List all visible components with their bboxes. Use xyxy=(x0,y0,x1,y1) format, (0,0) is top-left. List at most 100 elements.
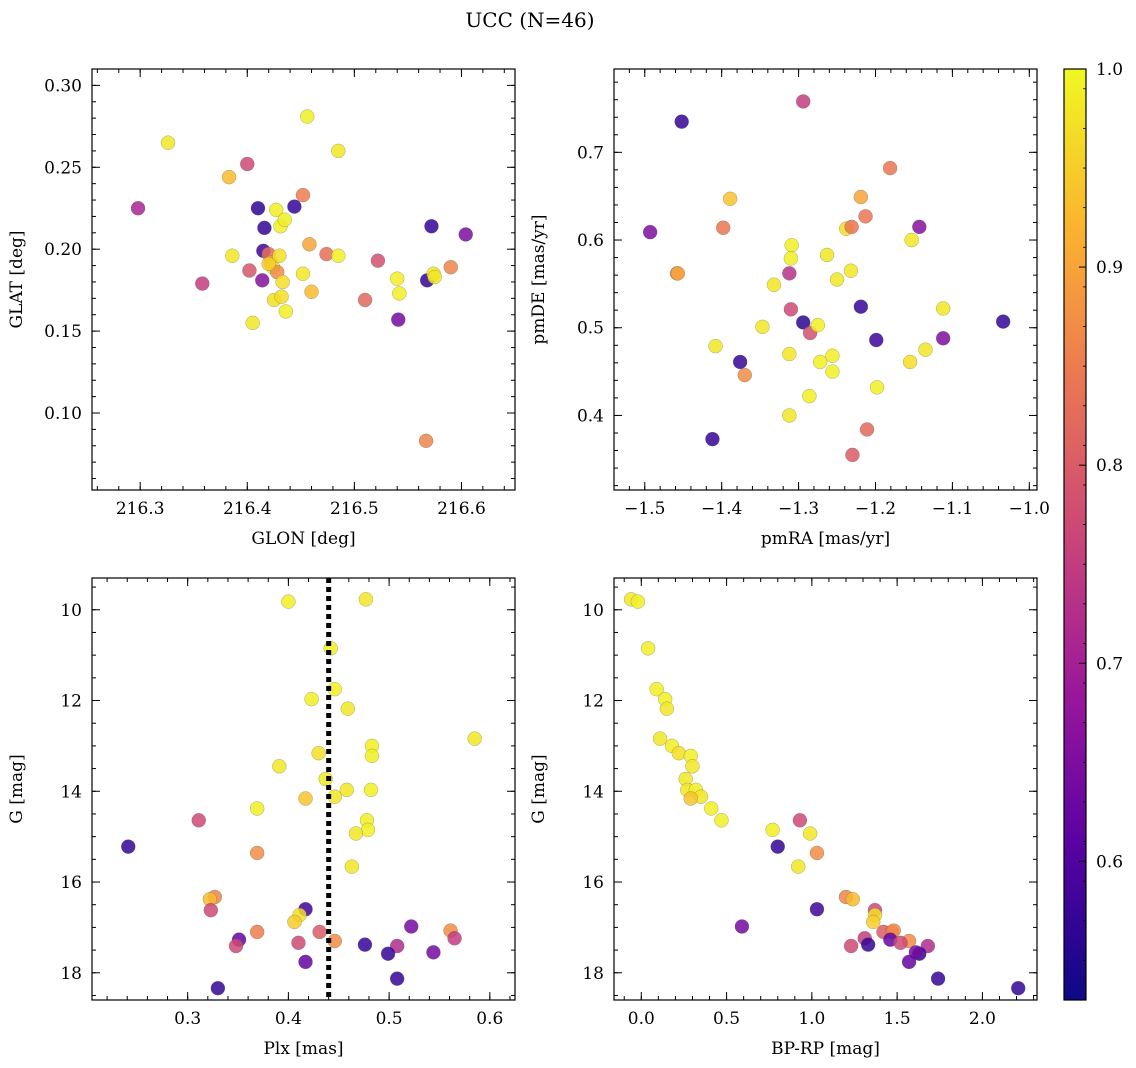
scatter-point xyxy=(287,914,302,930)
scatter-point xyxy=(295,266,311,281)
scatter-point xyxy=(242,263,257,278)
x-tick-label: −1.4 xyxy=(701,499,742,519)
panel-pmra-pmde: −1.5 −1.4 −1.3 −1.2 −1.1 −1.0 0.4 0.5 0.6 0.7 pmRA… xyxy=(529,68,1050,549)
scatter-point xyxy=(858,209,873,224)
scatter-point xyxy=(277,212,292,227)
scatter-point xyxy=(418,433,434,449)
scatter-point xyxy=(795,315,811,330)
y-axis-label: G [mag] xyxy=(7,754,27,823)
y-tick-label: 10 xyxy=(582,601,604,621)
scatter-point xyxy=(390,271,405,286)
y-axis-label: G [mag] xyxy=(529,754,549,823)
scatter-point xyxy=(918,342,933,357)
scatter-point xyxy=(784,238,799,253)
scatter-point xyxy=(901,954,917,970)
scatter-point xyxy=(304,284,319,299)
scatter-point xyxy=(708,338,723,354)
scatter-point xyxy=(281,594,296,609)
scatter-point xyxy=(844,219,859,235)
scatter-point xyxy=(249,845,265,861)
scatter-point xyxy=(195,276,210,291)
scatter-point xyxy=(795,94,811,109)
scatter-point xyxy=(935,301,951,316)
scatter-point xyxy=(930,971,946,986)
scatter-point xyxy=(783,302,799,317)
colorbar-tick-label: 0.6 xyxy=(1096,852,1123,872)
y-tick-label: 18 xyxy=(582,964,604,984)
x-axis-label: GLON [deg] xyxy=(251,529,355,549)
x-tick-label: 0.0 xyxy=(628,1009,655,1029)
ticks xyxy=(614,578,1037,1000)
scatter-point xyxy=(902,354,918,370)
scatter-point xyxy=(630,594,646,609)
scatter-point xyxy=(782,408,797,423)
scatter-point xyxy=(893,935,908,951)
y-tick-label: 12 xyxy=(582,692,604,712)
x-tick-label: 0.5 xyxy=(376,1009,403,1029)
scatter-point xyxy=(670,266,686,281)
scatter-point xyxy=(782,266,797,281)
scatter-point xyxy=(210,981,226,996)
scatter-point xyxy=(640,641,656,656)
ticks xyxy=(92,68,515,490)
scatter-point xyxy=(225,248,240,263)
scatter-point xyxy=(732,354,748,370)
x-tick-label: −1.5 xyxy=(624,499,665,519)
scatter-point xyxy=(249,924,265,940)
scatter-point xyxy=(363,782,379,798)
y-tick-label: 0.10 xyxy=(44,404,82,424)
scatter-point xyxy=(845,892,860,907)
scatter-point xyxy=(458,227,473,242)
scatter-point xyxy=(843,938,859,954)
scatter-point xyxy=(274,289,289,304)
scatter-point xyxy=(287,199,302,214)
x-tick-label: 216.6 xyxy=(437,499,486,519)
y-tick-label: 16 xyxy=(582,873,604,893)
scatter-point xyxy=(331,248,346,263)
ticks xyxy=(92,578,515,1000)
scatter-point xyxy=(755,319,770,335)
axes-frame xyxy=(91,68,516,491)
y-tick-label: 0.30 xyxy=(44,76,82,96)
colorbar-tick-label: 1.0 xyxy=(1096,60,1123,80)
scatter-point xyxy=(652,731,668,746)
scatter-point xyxy=(783,251,799,266)
scatter-point xyxy=(203,902,219,918)
scatter-point xyxy=(312,924,327,940)
scatter-points xyxy=(642,94,1011,463)
scatter-point xyxy=(1011,981,1026,996)
scatter-points xyxy=(130,109,473,449)
x-tick-label: −1.3 xyxy=(778,499,819,519)
scatter-point xyxy=(348,826,364,841)
colorbar-tick-label: 0.9 xyxy=(1096,258,1123,278)
scatter-point xyxy=(304,691,319,707)
y-tick-label: 10 xyxy=(60,601,82,621)
scatter-point xyxy=(295,187,311,203)
y-tick-label: 16 xyxy=(60,873,82,893)
scatter-point xyxy=(358,592,374,607)
colorbar-gradient xyxy=(1063,68,1087,1001)
scatter-point xyxy=(443,260,458,275)
axes-frame xyxy=(91,577,516,1001)
panel-plx-g: 0.3 0.4 0.5 0.6 10 12 14 16 18 Plx [mas] G [mag] xyxy=(7,577,516,1059)
scatter-point xyxy=(302,237,317,252)
scatter-point xyxy=(278,304,294,319)
scatter-point xyxy=(121,839,136,854)
scatter-point xyxy=(298,954,313,970)
scatter-point xyxy=(853,299,869,314)
scatter-point xyxy=(447,931,462,946)
scatter-point xyxy=(674,114,689,129)
scatter-point xyxy=(311,745,326,761)
scatter-point xyxy=(344,859,360,874)
scatter-point xyxy=(802,388,817,404)
x-axis-label: Plx [mas] xyxy=(263,1039,343,1059)
scatter-point xyxy=(714,813,729,828)
scatter-point xyxy=(272,248,287,263)
scatter-points xyxy=(623,592,1026,996)
scatter-point xyxy=(331,143,346,159)
scatter-point xyxy=(249,801,265,816)
scatter-point xyxy=(995,314,1011,329)
scatter-point xyxy=(659,701,675,716)
scatter-point xyxy=(912,219,927,235)
scatter-point xyxy=(275,274,290,290)
